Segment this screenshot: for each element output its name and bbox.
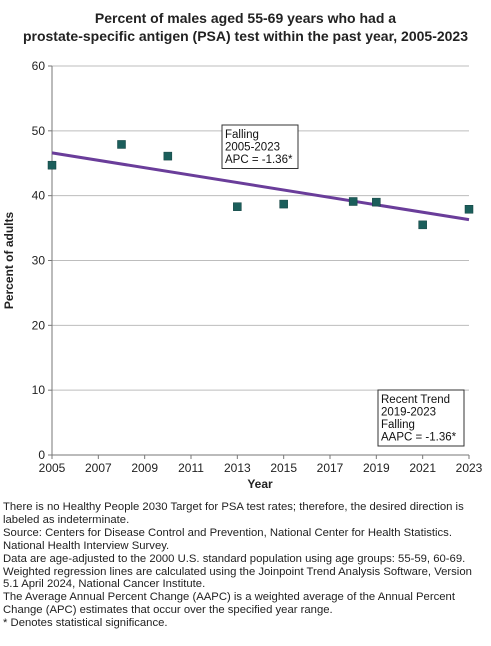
annotation-apc-line-3: APC = -1.36* xyxy=(225,154,293,166)
data-point-2015 xyxy=(279,199,288,209)
y-tick-label-50: 50 xyxy=(32,124,46,138)
annotation-apc-line-2: 2005-2023 xyxy=(225,142,280,154)
x-tick-label-2023: 2023 xyxy=(456,461,483,475)
x-tick-label-2005: 2005 xyxy=(39,461,66,475)
data-point-2008 xyxy=(117,140,126,149)
annotation-recent-trend-line-1: Recent Trend xyxy=(381,394,450,406)
annotation-recent-trend-box xyxy=(377,389,465,447)
data-point-2010 xyxy=(163,151,173,161)
y-tick-label-30: 30 xyxy=(32,254,46,268)
data-point-2013 xyxy=(233,202,242,211)
annotation-apc-line-1: Falling xyxy=(225,129,259,141)
footnote-age-adjusted: Data are age-adjusted to the 2000 U.S. s… xyxy=(3,552,466,565)
footnote-source: Source: Centers for Disease Control and … xyxy=(3,526,452,552)
trend-line xyxy=(51,151,470,222)
chart-title-line-2: prostate-specific antigen (PSA) test wit… xyxy=(22,28,469,44)
annotation-recent-trend-line-3: Falling xyxy=(381,419,415,431)
annotation-recent-trend-line-4: AAPC = -1.36* xyxy=(381,432,457,444)
footnote-target: There is no Healthy People 2030 Target f… xyxy=(3,501,464,526)
chart-title: Percent of males aged 55-69 years who ha… xyxy=(0,9,491,45)
x-tick-label-2017: 2017 xyxy=(317,461,344,475)
x-tick-label-2021: 2021 xyxy=(409,461,436,475)
data-point-2023 xyxy=(464,205,474,214)
y-tick-label-40: 40 xyxy=(32,189,46,203)
footnotes: There is no Healthy People 2030 Target f… xyxy=(3,501,488,630)
y-tick-label-10: 10 xyxy=(32,383,46,397)
x-tick-label-2013: 2013 xyxy=(224,461,251,475)
footnote-aapc: The Average Annual Percent Change (AAPC)… xyxy=(3,591,455,617)
x-tick-label-2007: 2007 xyxy=(85,461,112,475)
y-tick-label-20: 20 xyxy=(32,318,46,332)
footnote-significance: * Denotes statistical significance. xyxy=(3,617,168,630)
chart-svg: 0 10 20 30 40 50 60 2005 2007 2009 2011 2013 2015 201… xyxy=(2,59,483,491)
data-point-2021 xyxy=(418,220,427,230)
y-axis-title: Percent of adults xyxy=(2,212,16,310)
x-axis-title: Year xyxy=(247,477,273,491)
y-tick-label-60: 60 xyxy=(32,59,46,73)
y-tick-label-0: 0 xyxy=(38,448,45,462)
x-tick-label-2015: 2015 xyxy=(270,461,297,475)
data-point-2018 xyxy=(348,197,358,206)
footnote-regression: Weighted regression lines are calculated… xyxy=(3,565,472,591)
x-tick-label-2011: 2011 xyxy=(178,461,204,475)
annotation-recent-trend-line-2: 2019-2023 xyxy=(381,407,436,419)
x-tick-label-2019: 2019 xyxy=(363,461,390,475)
data-point-2019 xyxy=(372,197,381,207)
chart-title-line-1: Percent of males aged 55-69 years who ha… xyxy=(94,10,397,26)
data-point-2005 xyxy=(47,160,57,170)
x-tick-label-2009: 2009 xyxy=(131,461,158,475)
annotation-apc-box xyxy=(221,124,299,169)
